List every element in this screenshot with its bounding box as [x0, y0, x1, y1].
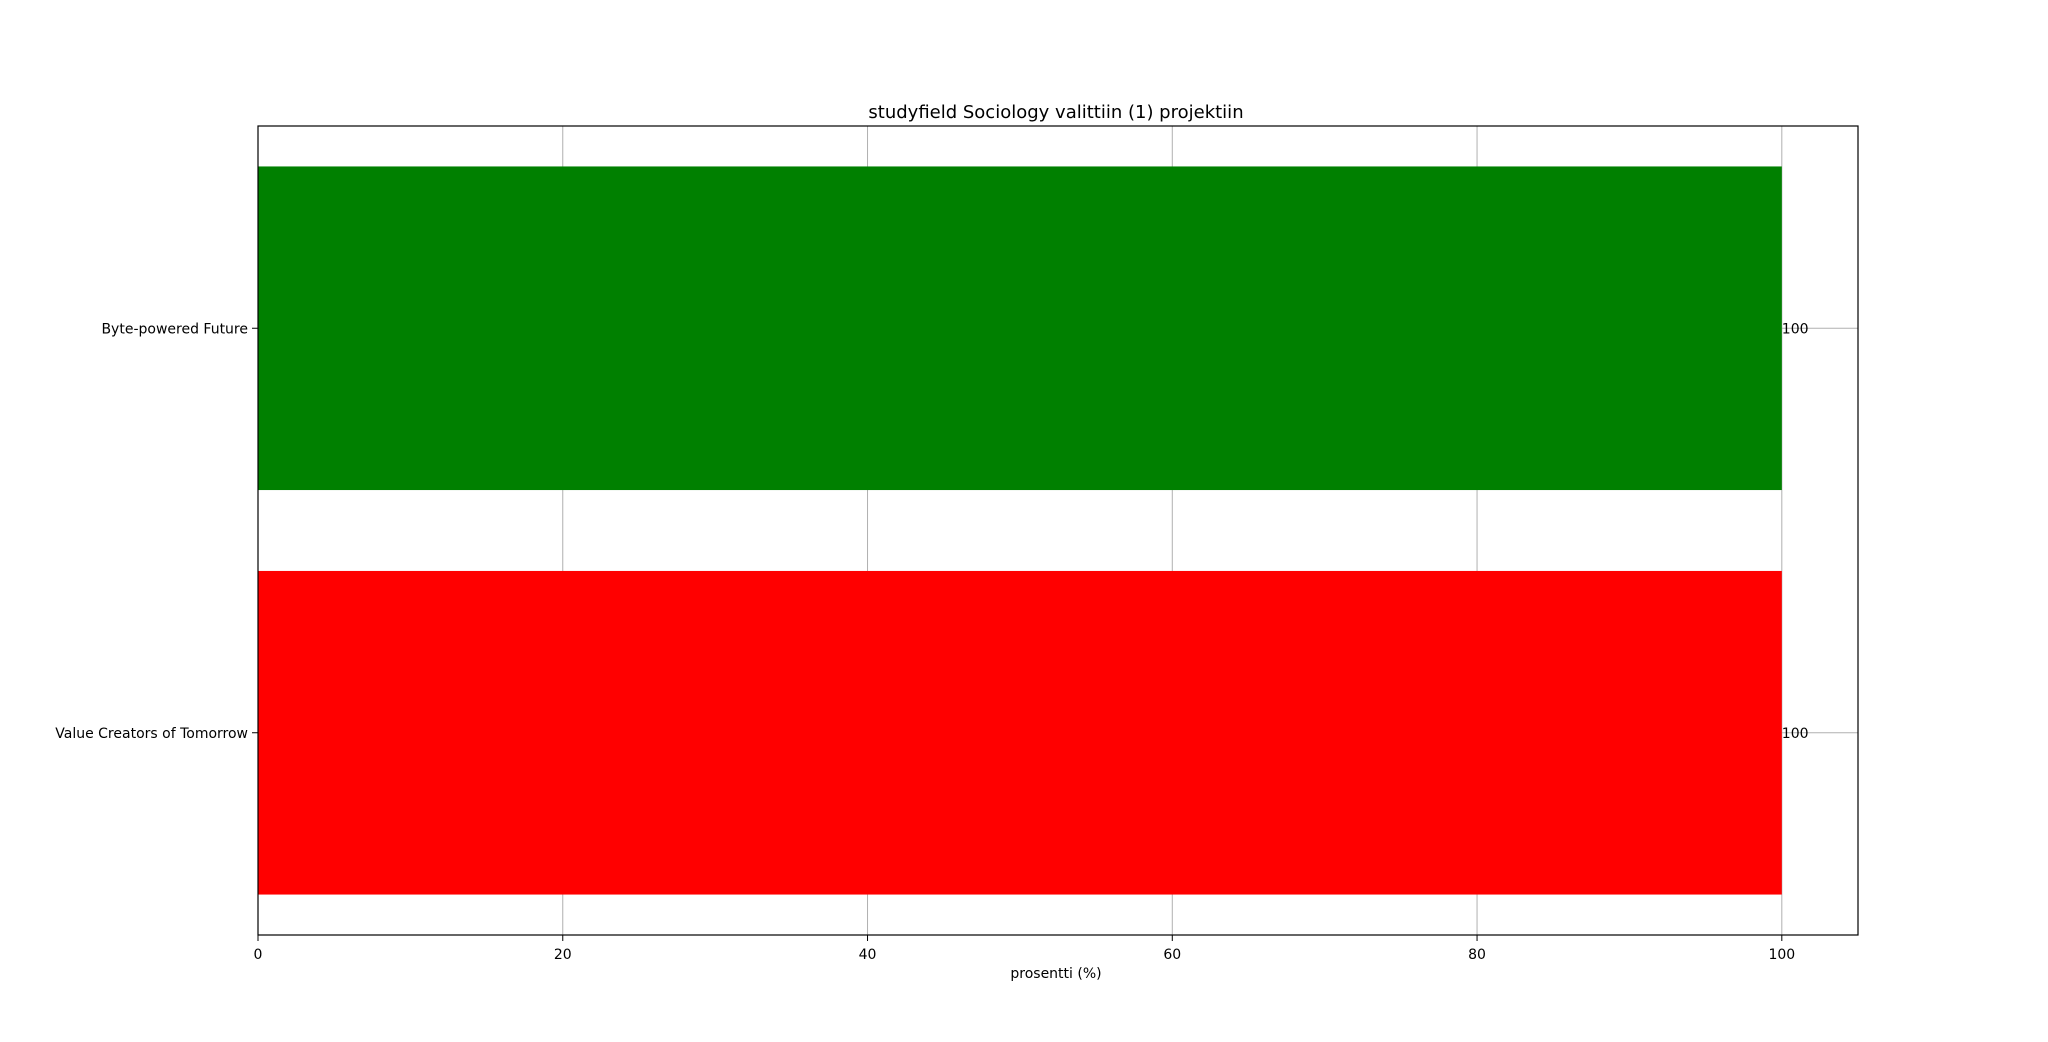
bar [258, 166, 1782, 491]
x-tick-label: 80 [1468, 947, 1486, 963]
x-axis-ticks: 0 20 40 60 80 100 [254, 935, 1795, 963]
y-axis-ticks: Byte-powered Future Value Creators of Tom… [55, 321, 258, 742]
bars [258, 166, 1782, 895]
plot-frame [257, 125, 1859, 936]
bar-value-label: 100 [1782, 726, 1809, 742]
x-tick-label: 20 [554, 947, 572, 963]
y-tick-label: Byte-powered Future [101, 321, 248, 337]
x-tick-label: 100 [1768, 947, 1795, 963]
x-tick-label: 40 [859, 947, 877, 963]
x-tick-label: 0 [254, 947, 263, 963]
bar [258, 570, 1782, 895]
bar-value-label: 100 [1782, 321, 1809, 337]
data-labels: 100 100 [1782, 321, 1809, 742]
chart-title: studyfield Sociology valittiin (1) proje… [868, 102, 1243, 123]
x-tick-label: 60 [1163, 947, 1181, 963]
x-axis-label: prosentti (%) [1010, 966, 1101, 982]
y-tick-label: Value Creators of Tomorrow [55, 726, 248, 742]
